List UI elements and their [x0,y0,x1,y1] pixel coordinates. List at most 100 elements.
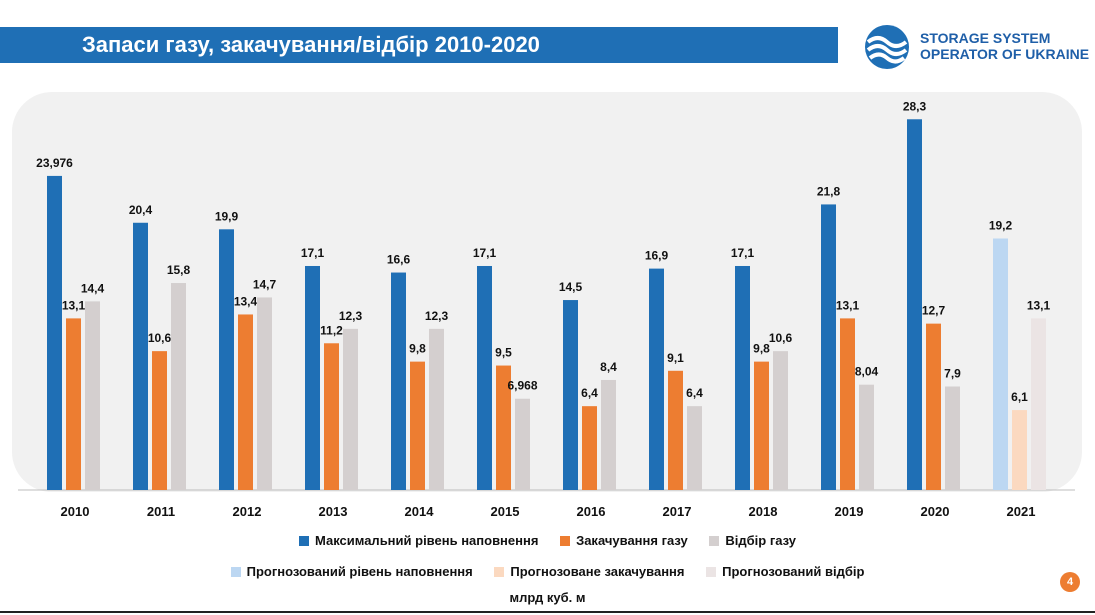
bar-withdrawal-2012 [257,297,272,490]
data-label-withdrawal-2013: 12,3 [339,309,363,323]
data-label-injection-2012: 13,4 [234,294,258,308]
chart-panel [12,92,1082,492]
data-label-injection-2019: 13,1 [836,298,860,312]
legend-swatch-withdrawal [709,536,720,546]
legend-label-withdrawal: Відбір газу [725,533,796,548]
company-logo: STORAGE SYSTEM OPERATOR OF UKRAINE [862,22,1092,72]
data-label-withdrawal-2015: 6,968 [507,379,537,393]
legend-label-forecast-level: Прогнозований рівень наповнення [246,564,473,579]
x-tick-label-2021: 2021 [1007,504,1036,519]
data-label-withdrawal-2011: 15,8 [167,263,191,277]
bar-withdrawal-2016 [601,379,616,490]
x-tick-label-2020: 2020 [921,504,950,519]
data-label-max-level-2011: 20,4 [129,203,153,217]
data-label-injection-2010: 13,1 [62,298,86,312]
bar-max-level-2015 [477,265,492,490]
data-label-max-level-2013: 17,1 [301,246,325,260]
legend-swatch-forecast-injection [494,567,505,577]
bar-withdrawal-2019 [859,384,874,490]
data-label-max-level-2017: 16,9 [645,249,669,263]
legend-swatch-injection [560,536,571,546]
bar-injection-2012 [238,314,253,490]
bar-max-level-2014 [391,272,406,490]
bar-injection-2019 [840,318,855,490]
data-label-max-level-2020: 28,3 [903,99,927,113]
x-tick-label-2013: 2013 [319,504,348,519]
x-tick-label-2011: 2011 [147,504,175,519]
logo-wave-icon [865,25,909,69]
bar-max-level-2010 [47,175,62,490]
data-label-withdrawal-2012: 14,7 [253,277,277,291]
data-label-withdrawal-2018: 10,6 [769,331,793,345]
bar-withdrawal-2020 [945,386,960,490]
data-label-max-level-2015: 17,1 [473,246,497,260]
data-label-forecast-withdrawal-2021: 13,1 [1027,298,1051,312]
data-label-max-level-2012: 19,9 [215,209,239,223]
data-label-withdrawal-2016: 8,4 [600,360,617,374]
data-label-injection-2013: 11,2 [320,323,343,337]
bar-max-level-2019 [821,204,836,491]
x-tick-label-2015: 2015 [491,504,520,519]
bar-injection-2017 [668,370,683,490]
legend-item-forecast-level: Прогнозований рівень наповнення [230,564,473,579]
bar-injection-2020 [926,323,941,490]
data-label-injection-2016: 6,4 [581,386,598,400]
legend-label-injection: Закачування газу [576,533,688,548]
logo-line-2: OPERATOR OF UKRAINE [920,46,1090,62]
data-label-injection-2014: 9,8 [409,342,426,356]
legend-swatch-max-level [298,536,309,546]
x-tick-label-2018: 2018 [749,504,778,519]
bar-withdrawal-2015 [515,398,530,490]
logo-line-1: STORAGE SYSTEM [920,30,1051,46]
x-tick-label-2014: 2014 [405,504,435,519]
legend-item-max-level: Максимальний рівень наповнення [298,533,539,548]
bottom-divider [0,611,1095,613]
bar-max-level-2012 [219,229,234,490]
data-label-max-level-2018: 17,1 [731,246,755,260]
legend-swatch-forecast-withdrawal [706,567,717,577]
data-label-injection-2017: 9,1 [667,351,684,365]
data-label-withdrawal-2019: 8,04 [855,365,879,379]
bar-injection-2018 [754,361,769,490]
x-tick-label-2010: 2010 [61,504,90,519]
data-label-injection-2015: 9,5 [495,346,512,360]
bar-injection-2014 [410,361,425,490]
legend-row-forecast: Прогнозований рівень наповнення Прогнозо… [0,564,1095,579]
bar-withdrawal-2013 [343,328,358,490]
bar-withdrawal-2010 [85,301,100,490]
data-label-withdrawal-2014: 12,3 [425,309,449,323]
bar-chart: 2010 2011 2012 2013 2014 2015 2016 2017 2018 2019… [18,99,1075,519]
page-number-badge: 4 [1060,572,1080,592]
slide-title: Запаси газу, закачування/відбір 2010-202… [82,32,540,57]
bar-forecast-withdrawal-2021 [1031,318,1046,490]
bar-max-level-2011 [133,222,148,490]
bar-withdrawal-2017 [687,406,702,490]
data-label-max-level-2010: 23,976 [36,156,73,170]
bar-max-level-2016 [563,300,578,490]
bar-max-level-2020 [907,119,922,491]
legend-item-injection: Закачування газу [560,533,688,548]
bar-injection-2013 [324,343,339,490]
unit-label: млрд куб. м [509,590,586,605]
legend-label-forecast-withdrawal: Прогнозований відбір [722,564,865,579]
data-label-max-level-2019: 21,8 [817,184,841,198]
x-tick-label-2017: 2017 [663,504,692,519]
bar-injection-2015 [496,365,511,490]
legend-label-max-level: Максимальний рівень наповнення [314,533,539,548]
legend-item-withdrawal: Відбір газу [709,533,796,548]
legend-row-main: Максимальний рівень наповнення Закачуван… [0,533,1095,548]
x-tick-label-2012: 2012 [233,504,262,519]
bar-max-level-2013 [305,265,320,490]
bar-injection-2016 [582,406,597,490]
data-label-forecast-level-2021: 19,2 [989,218,1013,232]
bar-forecast-injection-2021 [1012,410,1027,490]
data-label-max-level-2014: 16,6 [387,253,411,267]
bar-withdrawal-2011 [171,283,186,490]
x-tick-label-2016: 2016 [577,504,606,519]
bar-injection-2010 [66,318,81,490]
x-tick-label-2019: 2019 [835,504,864,519]
data-label-forecast-injection-2021: 6,1 [1011,390,1028,404]
legend-label-forecast-injection: Прогнозоване закачування [510,564,685,579]
data-label-withdrawal-2010: 14,4 [81,281,105,295]
data-label-injection-2020: 12,7 [922,304,946,318]
